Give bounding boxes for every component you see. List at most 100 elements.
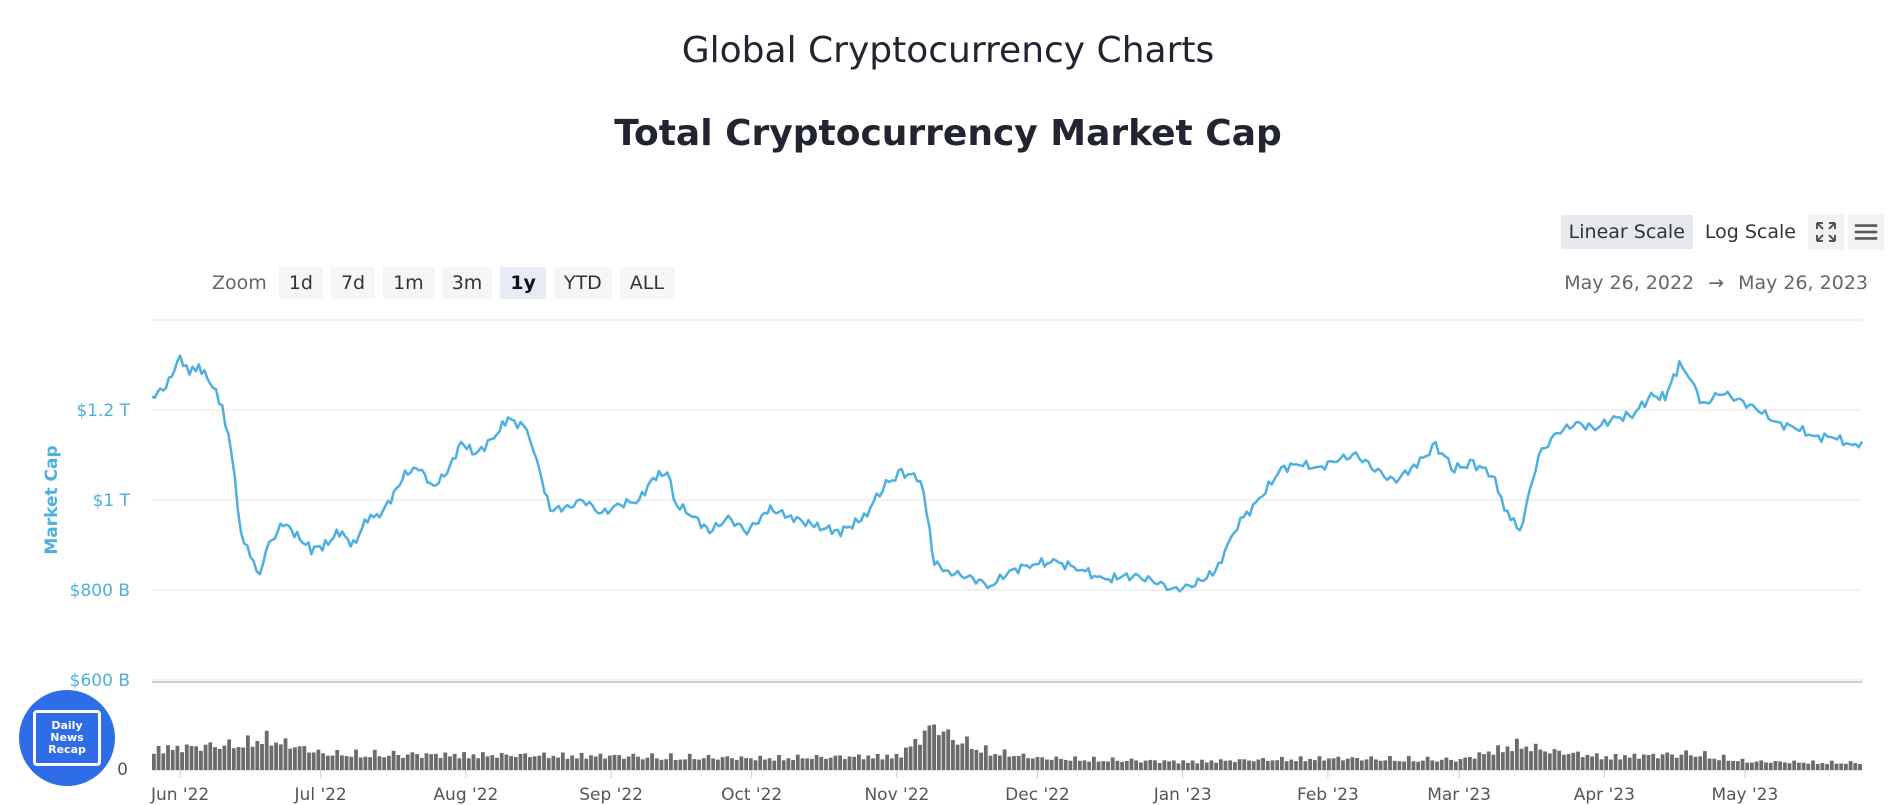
logo-line-3: Recap — [48, 743, 86, 756]
zoom-1d-button[interactable]: 1d — [278, 267, 323, 299]
menu-button[interactable] — [1848, 214, 1884, 250]
volume-bar — [156, 746, 161, 770]
volume-bar — [683, 759, 687, 770]
volume-bar — [1491, 754, 1496, 770]
volume-bar — [936, 735, 941, 770]
logo-frame: Daily News Recap — [33, 710, 101, 766]
volume-bar — [1068, 760, 1073, 770]
volume-bar — [217, 749, 222, 770]
volume-bars — [152, 724, 1862, 770]
chart-title: Total Cryptocurrency Market Cap — [614, 113, 1282, 154]
volume-bar — [354, 749, 358, 770]
x-tick-label: Feb '23 — [1297, 785, 1359, 805]
volume-bar — [1002, 749, 1007, 770]
x-tick-label: Jun '22 — [150, 785, 209, 805]
zoom-3m-button[interactable]: 3m — [441, 267, 493, 299]
volume-bar — [1026, 758, 1030, 770]
volume-bar — [1139, 762, 1143, 770]
volume-bar — [1416, 761, 1421, 770]
volume-bar — [659, 759, 664, 770]
zoom-1m-button[interactable]: 1m — [383, 267, 434, 299]
volume-bar — [1585, 754, 1590, 770]
volume-bar — [593, 756, 598, 770]
range-to[interactable]: May 26, 2023 — [1738, 272, 1868, 294]
volume-bar — [1134, 760, 1139, 770]
volume-bar — [1059, 759, 1063, 770]
volume-bar — [993, 754, 998, 770]
volume-bar — [1533, 743, 1538, 770]
volume-bar — [607, 755, 612, 770]
volume-bar — [1839, 763, 1844, 770]
range-from[interactable]: May 26, 2022 — [1564, 272, 1695, 294]
volume-bar — [1049, 759, 1054, 770]
volume-bar — [1641, 754, 1646, 770]
volume-bar — [1101, 761, 1106, 770]
volume-bar — [335, 750, 340, 770]
volume-bar — [1096, 761, 1101, 770]
volume-bar — [1688, 755, 1693, 770]
volume-bar — [443, 752, 448, 770]
volume-bar — [899, 757, 904, 770]
volume-bar — [805, 758, 810, 770]
volume-bar — [1693, 756, 1698, 770]
zoom-ytd-button[interactable]: YTD — [553, 267, 612, 299]
volume-bar — [579, 752, 584, 770]
volume-bar — [800, 758, 805, 770]
volume-bar — [575, 758, 579, 770]
volume-bar — [1392, 760, 1397, 770]
volume-bar — [1106, 761, 1110, 770]
volume-bar — [532, 756, 537, 770]
volume-bar — [1256, 759, 1261, 770]
volume-bar — [518, 754, 523, 770]
volume-bar — [908, 746, 913, 770]
volume-bar — [330, 755, 335, 770]
volume-bar — [946, 729, 951, 770]
volume-bar — [1030, 758, 1035, 770]
fullscreen-button[interactable] — [1808, 214, 1844, 250]
linear-scale-button[interactable]: Linear Scale — [1560, 215, 1693, 249]
y-axis-label: Market Cap — [42, 445, 62, 554]
volume-bar — [1453, 761, 1458, 770]
volume-bar — [1157, 763, 1162, 770]
volume-bar — [1317, 756, 1322, 770]
volume-bar — [922, 730, 927, 770]
volume-bar — [556, 757, 560, 770]
volume-bar — [481, 752, 485, 770]
volume-bar — [838, 755, 842, 770]
volume-bar — [1190, 760, 1195, 770]
volume-bar — [513, 757, 518, 770]
daily-news-recap-logo: Daily News Recap — [19, 690, 115, 786]
volume-bar — [1322, 760, 1327, 770]
volume-bar — [1627, 757, 1632, 770]
zoom-1y-button[interactable]: 1y — [500, 267, 546, 299]
volume-bar — [1397, 761, 1402, 770]
volume-bar — [1768, 762, 1773, 770]
volume-bar — [777, 755, 781, 770]
volume-bar — [485, 756, 490, 770]
volume-bar — [861, 759, 866, 770]
series-line — [151, 354, 1864, 593]
volume-bar — [885, 754, 889, 770]
volume-bar — [344, 756, 349, 770]
volume-bar — [1129, 758, 1134, 770]
log-scale-button[interactable]: Log Scale — [1696, 215, 1804, 249]
zoom-all-button[interactable]: ALL — [619, 267, 674, 299]
volume-bar — [227, 739, 231, 770]
volume-bar — [687, 753, 692, 770]
volume-bar — [387, 755, 391, 770]
zoom-7d-button[interactable]: 7d — [330, 267, 376, 299]
volume-bar — [199, 750, 203, 770]
x-tick-label: Apr '23 — [1574, 785, 1635, 805]
volume-bar — [1237, 759, 1242, 770]
volume-bar — [720, 757, 725, 770]
volume-bar — [1195, 763, 1200, 770]
volume-bar — [264, 730, 269, 770]
volume-bar — [250, 746, 255, 770]
volume-bar — [918, 744, 922, 770]
volume-bar — [1261, 758, 1265, 770]
volume-bar — [814, 754, 819, 770]
x-axis-ticks: Jun '22 Jul '22 Aug '22 Sep '22 Oct '22 Nov '… — [150, 770, 1778, 805]
volume-bar — [255, 741, 260, 770]
volume-bar — [866, 755, 871, 770]
